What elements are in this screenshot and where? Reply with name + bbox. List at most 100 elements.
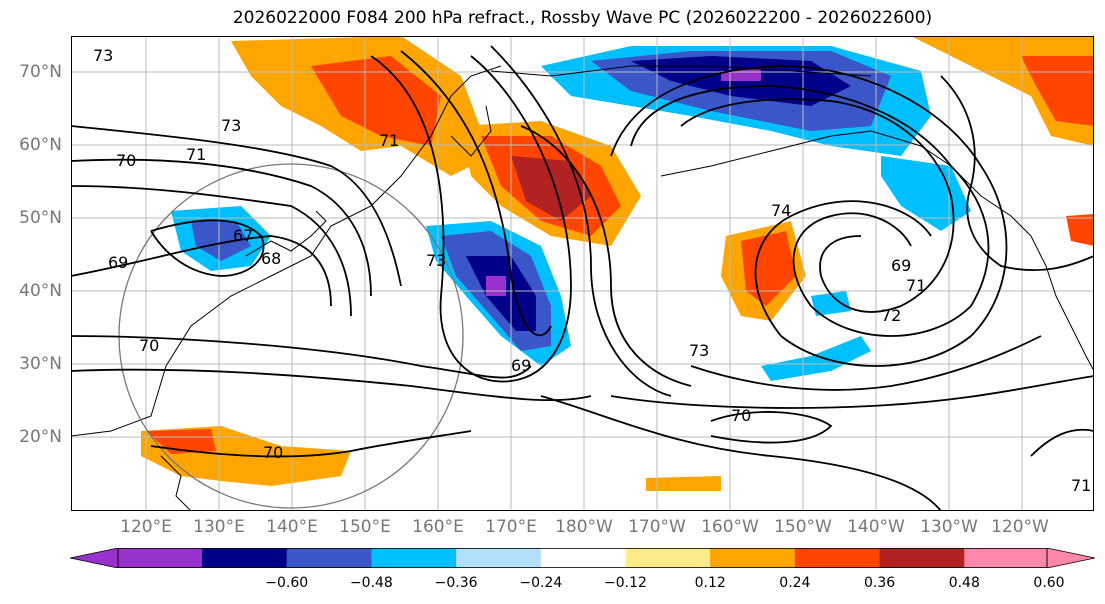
contour-label: 67: [233, 226, 253, 245]
colorbar-extend-left: [70, 548, 119, 568]
contour-layer: [71, 45, 1094, 511]
contour-line: [71, 368, 592, 402]
colorbar-segment: [202, 548, 288, 568]
colorbar-segment: [456, 548, 542, 568]
contour-line: [400, 50, 552, 337]
contour-line: [71, 235, 332, 307]
positive-anomaly-siberia-core: [311, 56, 441, 146]
contour-label: 74: [771, 201, 791, 220]
contour-line: [680, 98, 955, 313]
negative-anomaly-japan-core: [191, 221, 251, 261]
map-title: 2026022000 F084 200 hPa refract., Rossby…: [232, 8, 933, 28]
coastline-alaska: [660, 130, 1032, 237]
contour-line: [610, 375, 1094, 409]
lon-label: 170°E: [485, 517, 537, 537]
lat-label-50n: 50°N: [19, 208, 62, 228]
lon-label: 130°W: [920, 517, 978, 537]
contour-label: 70: [116, 151, 136, 170]
contour-line: [940, 75, 1094, 272]
lat-label-70n: 70°N: [19, 62, 62, 82]
contour-line: [520, 125, 692, 387]
positive-anomaly-central-pacific-core: [741, 231, 796, 306]
coastline-layer: [71, 65, 1094, 511]
positive-anomaly-tropics-core: [146, 429, 216, 454]
contour-line: [71, 185, 352, 317]
lat-lon-grid: [71, 36, 1094, 511]
positive-anomaly-nw-pacific-max: [511, 156, 591, 221]
positive-anomaly-small: [646, 476, 721, 491]
colorbar-segment: [540, 548, 626, 568]
contour-label: 73: [689, 341, 709, 360]
map-panel: 73 73 71 70 71 67 69 68 73 70 69 70 74 6…: [71, 36, 1094, 511]
contour-label: 70: [263, 443, 283, 462]
negative-anomaly-east-pacific-2: [811, 291, 851, 316]
contour-label: 70: [139, 336, 159, 355]
contour-line: [370, 55, 572, 383]
negative-anomaly-east-pacific: [761, 336, 871, 381]
lon-label: 150°W: [774, 517, 832, 537]
colorbar-tick-label: −0.24: [519, 575, 563, 591]
contour-line: [690, 335, 1042, 391]
coastline-japan: [245, 210, 327, 257]
lon-label: 160°W: [701, 517, 759, 537]
lon-label: 160°E: [412, 517, 464, 537]
colorbar-tick-label: 0.12: [694, 575, 726, 591]
contour-label: 69: [108, 253, 128, 272]
lon-label: 180°W: [555, 517, 613, 537]
contour-label: 69: [891, 256, 911, 275]
contour-line: [71, 125, 402, 287]
colorbar-tick-label: −0.60: [265, 575, 309, 591]
contour-label: 71: [186, 145, 206, 164]
colorbar: [70, 548, 1095, 568]
coastline-philippines: [160, 455, 192, 511]
contour-line: [490, 45, 672, 397]
coastline-kamchatka: [450, 105, 492, 157]
lat-label-30n: 30°N: [19, 354, 62, 374]
contour-label: 71: [906, 276, 926, 295]
contour-line: [710, 411, 833, 444]
colorbar-segment: [118, 548, 202, 568]
colorbar-segment: [371, 548, 457, 568]
contour-label: 72: [881, 306, 901, 325]
lon-label: 140°E: [266, 517, 318, 537]
colorbar-tick-label: 0.60: [1033, 575, 1065, 591]
lon-label: 140°W: [847, 517, 905, 537]
negative-anomaly-dateline-min: [486, 276, 506, 296]
contour-line: [610, 65, 1008, 367]
lat-label-60n: 60°N: [19, 135, 62, 155]
contour-label: 73: [426, 251, 446, 270]
colorbar-tick-label: −0.48: [349, 575, 393, 591]
contour-label: 71: [1071, 476, 1091, 495]
colorbar-tick-label: −0.12: [604, 575, 647, 591]
contour-label: 73: [93, 46, 113, 65]
positive-anomaly-east-edge: [1066, 214, 1094, 246]
contour-label-layer: 73 73 71 70 71 67 69 68 73 70 69 70 74 6…: [93, 46, 1091, 495]
coastline-north: [490, 65, 872, 77]
colorbar-tick-label: 0.36: [864, 575, 896, 591]
coastline-north-america: [1030, 235, 1094, 372]
lon-label: 130°E: [193, 517, 245, 537]
lon-label: 120°W: [991, 517, 1049, 537]
lon-label: 120°E: [120, 517, 172, 537]
contour-line: [540, 395, 942, 511]
contour-line: [150, 219, 265, 277]
colorbar-tick-label: 0.24: [779, 575, 811, 591]
lon-label: 170°W: [628, 517, 686, 537]
lat-label-20n: 20°N: [19, 427, 62, 447]
coastline-asia: [71, 65, 502, 437]
contour-label: 69: [511, 356, 531, 375]
contour-line: [1030, 428, 1094, 457]
contour-label: 73: [221, 116, 241, 135]
colorbar-segment: [794, 548, 881, 568]
contour-label: 68: [261, 249, 281, 268]
lat-label-40n: 40°N: [19, 281, 62, 301]
colorbar-extend-right: [1046, 548, 1095, 568]
colorbar-tick-label: −0.36: [434, 575, 478, 591]
contour-line: [150, 430, 472, 458]
contour-label: 71: [379, 131, 399, 150]
colorbar-tick-label: 0.48: [948, 575, 980, 591]
colorbar-segment: [964, 548, 1047, 568]
colorbar-segment: [625, 548, 711, 568]
contour-line: [630, 85, 990, 337]
contour-line: [71, 335, 532, 379]
